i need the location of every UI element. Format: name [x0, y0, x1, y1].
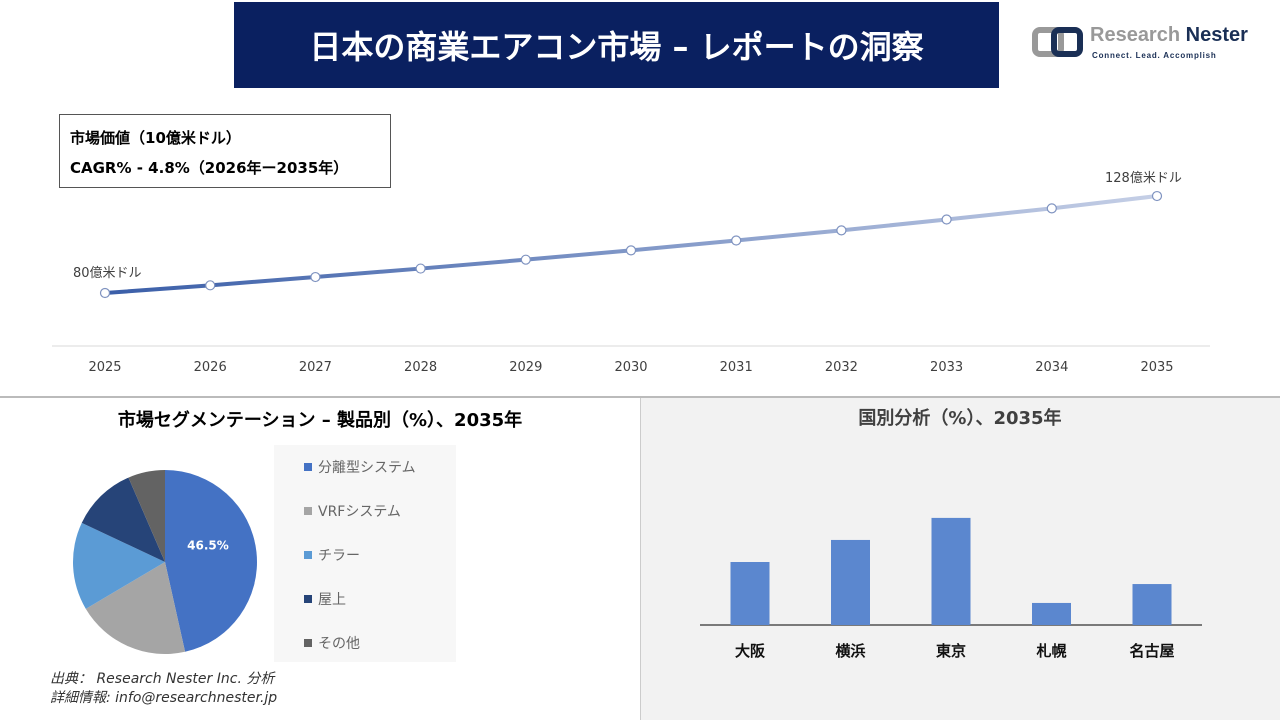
- legend-label: 分離型システム: [318, 460, 416, 476]
- legend-swatch: [304, 507, 312, 515]
- legend-swatch: [304, 463, 312, 471]
- data-point: [1046, 203, 1057, 214]
- bar: [1032, 602, 1071, 625]
- pie-data-label: 46.5%: [187, 538, 229, 552]
- legend-item: 分離型システム: [304, 457, 416, 477]
- x-tick-label: 2035: [1140, 360, 1173, 375]
- bar-category-label: 東京: [936, 642, 966, 660]
- pie-slice: [81, 477, 165, 562]
- legend-item: その他: [304, 633, 360, 653]
- data-point: [731, 235, 742, 246]
- legend-swatch: [304, 551, 312, 559]
- legend-item: VRFシステム: [304, 501, 401, 521]
- bar-category-label: 名古屋: [1129, 642, 1174, 660]
- bar: [730, 562, 770, 625]
- divider: [0, 396, 1280, 398]
- data-point: [99, 287, 111, 299]
- cagr-label: CAGR% - 4.8%（2026年ー2035年）: [70, 159, 349, 177]
- bar-category-label: 札幌: [1035, 642, 1066, 660]
- bar: [931, 517, 971, 625]
- data-point: [205, 280, 216, 291]
- bar-category-label: 横浜: [835, 642, 865, 660]
- market-value-label: 市場価値（10億米ドル）: [70, 129, 241, 147]
- legend-label: 屋上: [318, 592, 346, 608]
- data-label-first: 80億米ドル: [73, 265, 142, 281]
- pie-title: 市場セグメンテーション – 製品別（%）、2035年: [117, 410, 523, 431]
- bar-category-label: 大阪: [735, 642, 766, 660]
- legend-label: チラー: [318, 548, 360, 564]
- info-box: 市場価値（10億米ドル） CAGR% - 4.8%（2026年ー2035年）: [59, 114, 391, 188]
- legend-item: 屋上: [304, 589, 346, 609]
- data-point: [836, 225, 847, 236]
- bar: [831, 539, 870, 625]
- logo-tagline: Connect. Lead. Accomplish: [1092, 51, 1217, 60]
- source-text: 出典： Research Nester Inc. 分析: [50, 671, 275, 687]
- data-point: [310, 271, 321, 283]
- pie-chart: 46.5%: [73, 470, 258, 655]
- logo-name: Research: [1090, 24, 1181, 46]
- x-tick-label: 2026: [194, 360, 227, 375]
- line-chart: 2025 2026 2027 2028 2029 2030 2031 2032 2033 2034…: [52, 170, 1210, 375]
- pie-legend: 分離型システム VRFシステム チラー屋上その他: [274, 445, 456, 662]
- legend-swatch: [304, 639, 312, 647]
- data-point: [941, 214, 952, 225]
- data-point: [520, 254, 531, 265]
- x-tick-label: 2031: [720, 360, 753, 375]
- source-note: 出典： Research Nester Inc. 分析 詳細情報: info@r…: [50, 670, 277, 708]
- pie-slice: [85, 562, 186, 655]
- data-point: [415, 263, 426, 274]
- legend-item: チラー: [304, 545, 360, 565]
- data-label-last: 128億米ドル: [1105, 170, 1182, 186]
- research-nester-logo: Research Nester Connect. Lead. Accomplis…: [1032, 24, 1272, 64]
- legend-swatch: [304, 595, 312, 603]
- x-tick-label: 2032: [825, 360, 858, 375]
- logo-icon: [1032, 27, 1083, 57]
- x-tick-label: 2030: [614, 360, 647, 375]
- pie-slice: [73, 522, 165, 609]
- data-point: [625, 245, 637, 256]
- x-tick-label: 2025: [88, 360, 121, 375]
- legend-label: その他: [318, 636, 360, 652]
- x-tick-label: 2027: [299, 360, 332, 375]
- bar-title: 国別分析（%）、2035年: [858, 408, 1062, 429]
- data-point: [1151, 190, 1163, 202]
- legend-label: VRFシステム: [318, 504, 401, 520]
- pie-slice: [165, 470, 258, 652]
- contact-text: 詳細情報: info@researchnester.jp: [50, 690, 278, 706]
- logo-name-2: Nester: [1185, 24, 1248, 46]
- bar: [1132, 584, 1172, 625]
- x-tick-label: 2028: [404, 360, 437, 375]
- pie-slice: [128, 470, 165, 562]
- x-tick-label: 2033: [930, 360, 963, 375]
- x-tick-label: 2029: [509, 360, 542, 375]
- x-tick-label: 2034: [1035, 360, 1068, 375]
- page-title: 日本の商業エアコン市場 – レポートの洞察: [234, 2, 999, 88]
